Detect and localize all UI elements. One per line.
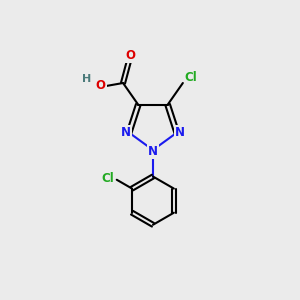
Text: N: N (175, 126, 185, 139)
Text: O: O (96, 79, 106, 92)
Text: H: H (82, 74, 92, 84)
Text: Cl: Cl (185, 71, 197, 84)
Text: N: N (148, 145, 158, 158)
Text: N: N (121, 126, 130, 139)
Text: Cl: Cl (101, 172, 114, 185)
Text: O: O (125, 49, 135, 62)
